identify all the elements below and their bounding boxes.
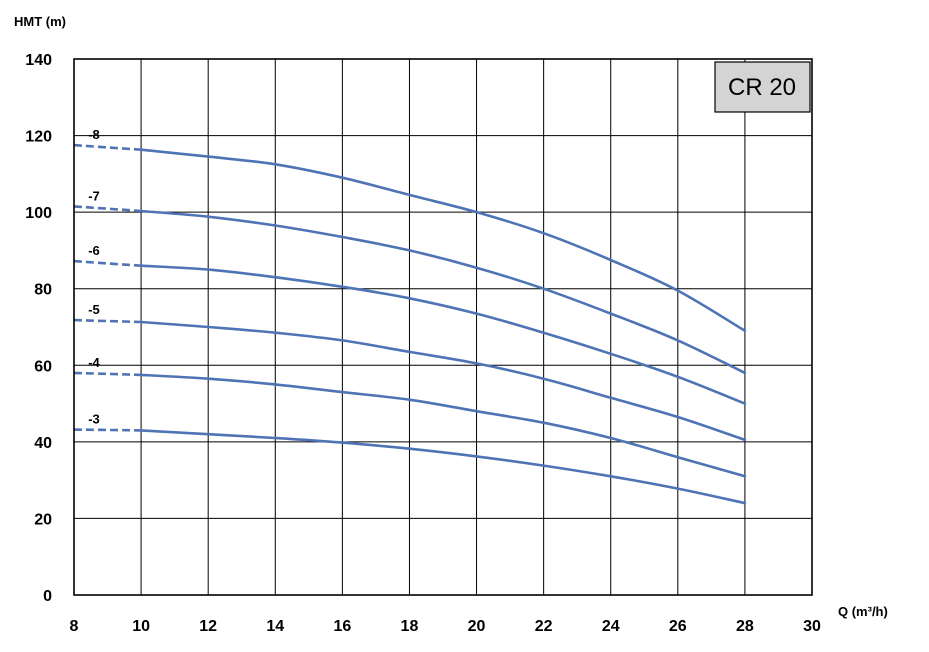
y-tick-label-40: 40 [34,435,52,452]
y-axis-title: HMT (m) [14,14,66,29]
x-tick-label-8: 8 [70,618,79,635]
model-label: CR 20 [728,74,796,101]
curve-dashed-minus-8 [73,143,142,151]
x-tick-label-20: 20 [468,618,486,635]
y-tick-label-100: 100 [25,205,52,222]
x-tick-label-14: 14 [266,618,284,635]
curve-minus-7 [139,209,747,375]
curve-dashed-minus-5 [73,318,142,324]
x-tick-label-28: 28 [736,618,754,635]
y-axis-ticks: 0 20 40 60 80 100 120 140 [25,52,52,605]
y-tick-label-60: 60 [34,358,52,375]
x-tick-label-30: 30 [803,618,821,635]
x-tick-label-12: 12 [199,618,217,635]
curve-label-minus-6: -6 [88,243,100,258]
curve-label-minus-7: -7 [88,188,100,203]
curve-minus-6 [139,264,747,405]
curve-minus-5 [139,320,747,442]
y-tick-label-0: 0 [43,588,52,605]
x-axis-ticks: 8 10 12 14 16 18 20 22 24 26 28 30 [70,618,821,635]
x-tick-label-16: 16 [333,618,351,635]
x-tick-label-10: 10 [132,618,150,635]
curve-label-minus-4: -4 [88,355,100,370]
x-tick-label-24: 24 [602,618,620,635]
model-label-box: CR 20 [714,61,811,113]
curve-minus-4 [139,373,747,478]
curve-label-minus-8: -8 [88,127,100,142]
grid [73,58,813,596]
x-tick-label-18: 18 [401,618,419,635]
curves [73,143,747,505]
curve-labels: -8 -7 -6 -5 -4 -3 [88,127,100,426]
model-box-background [714,61,811,113]
y-tick-label-120: 120 [25,129,52,146]
curve-dashed-minus-6 [73,259,142,267]
curve-label-minus-3: -3 [88,412,100,427]
curve-minus-3 [139,429,747,505]
x-tick-label-22: 22 [535,618,553,635]
y-tick-label-140: 140 [25,52,52,69]
curve-dashed-minus-4 [73,371,142,377]
x-axis-title: Q (m³/h) [838,604,888,619]
x-tick-label-26: 26 [669,618,687,635]
plot-frame [73,58,813,596]
curve-label-minus-5: -5 [88,302,100,317]
curve-minus-8 [139,148,747,333]
y-tick-label-80: 80 [34,282,52,299]
y-tick-label-20: 20 [34,511,52,528]
curve-dashed-minus-3 [73,428,142,432]
curve-dashed-minus-7 [73,205,142,213]
